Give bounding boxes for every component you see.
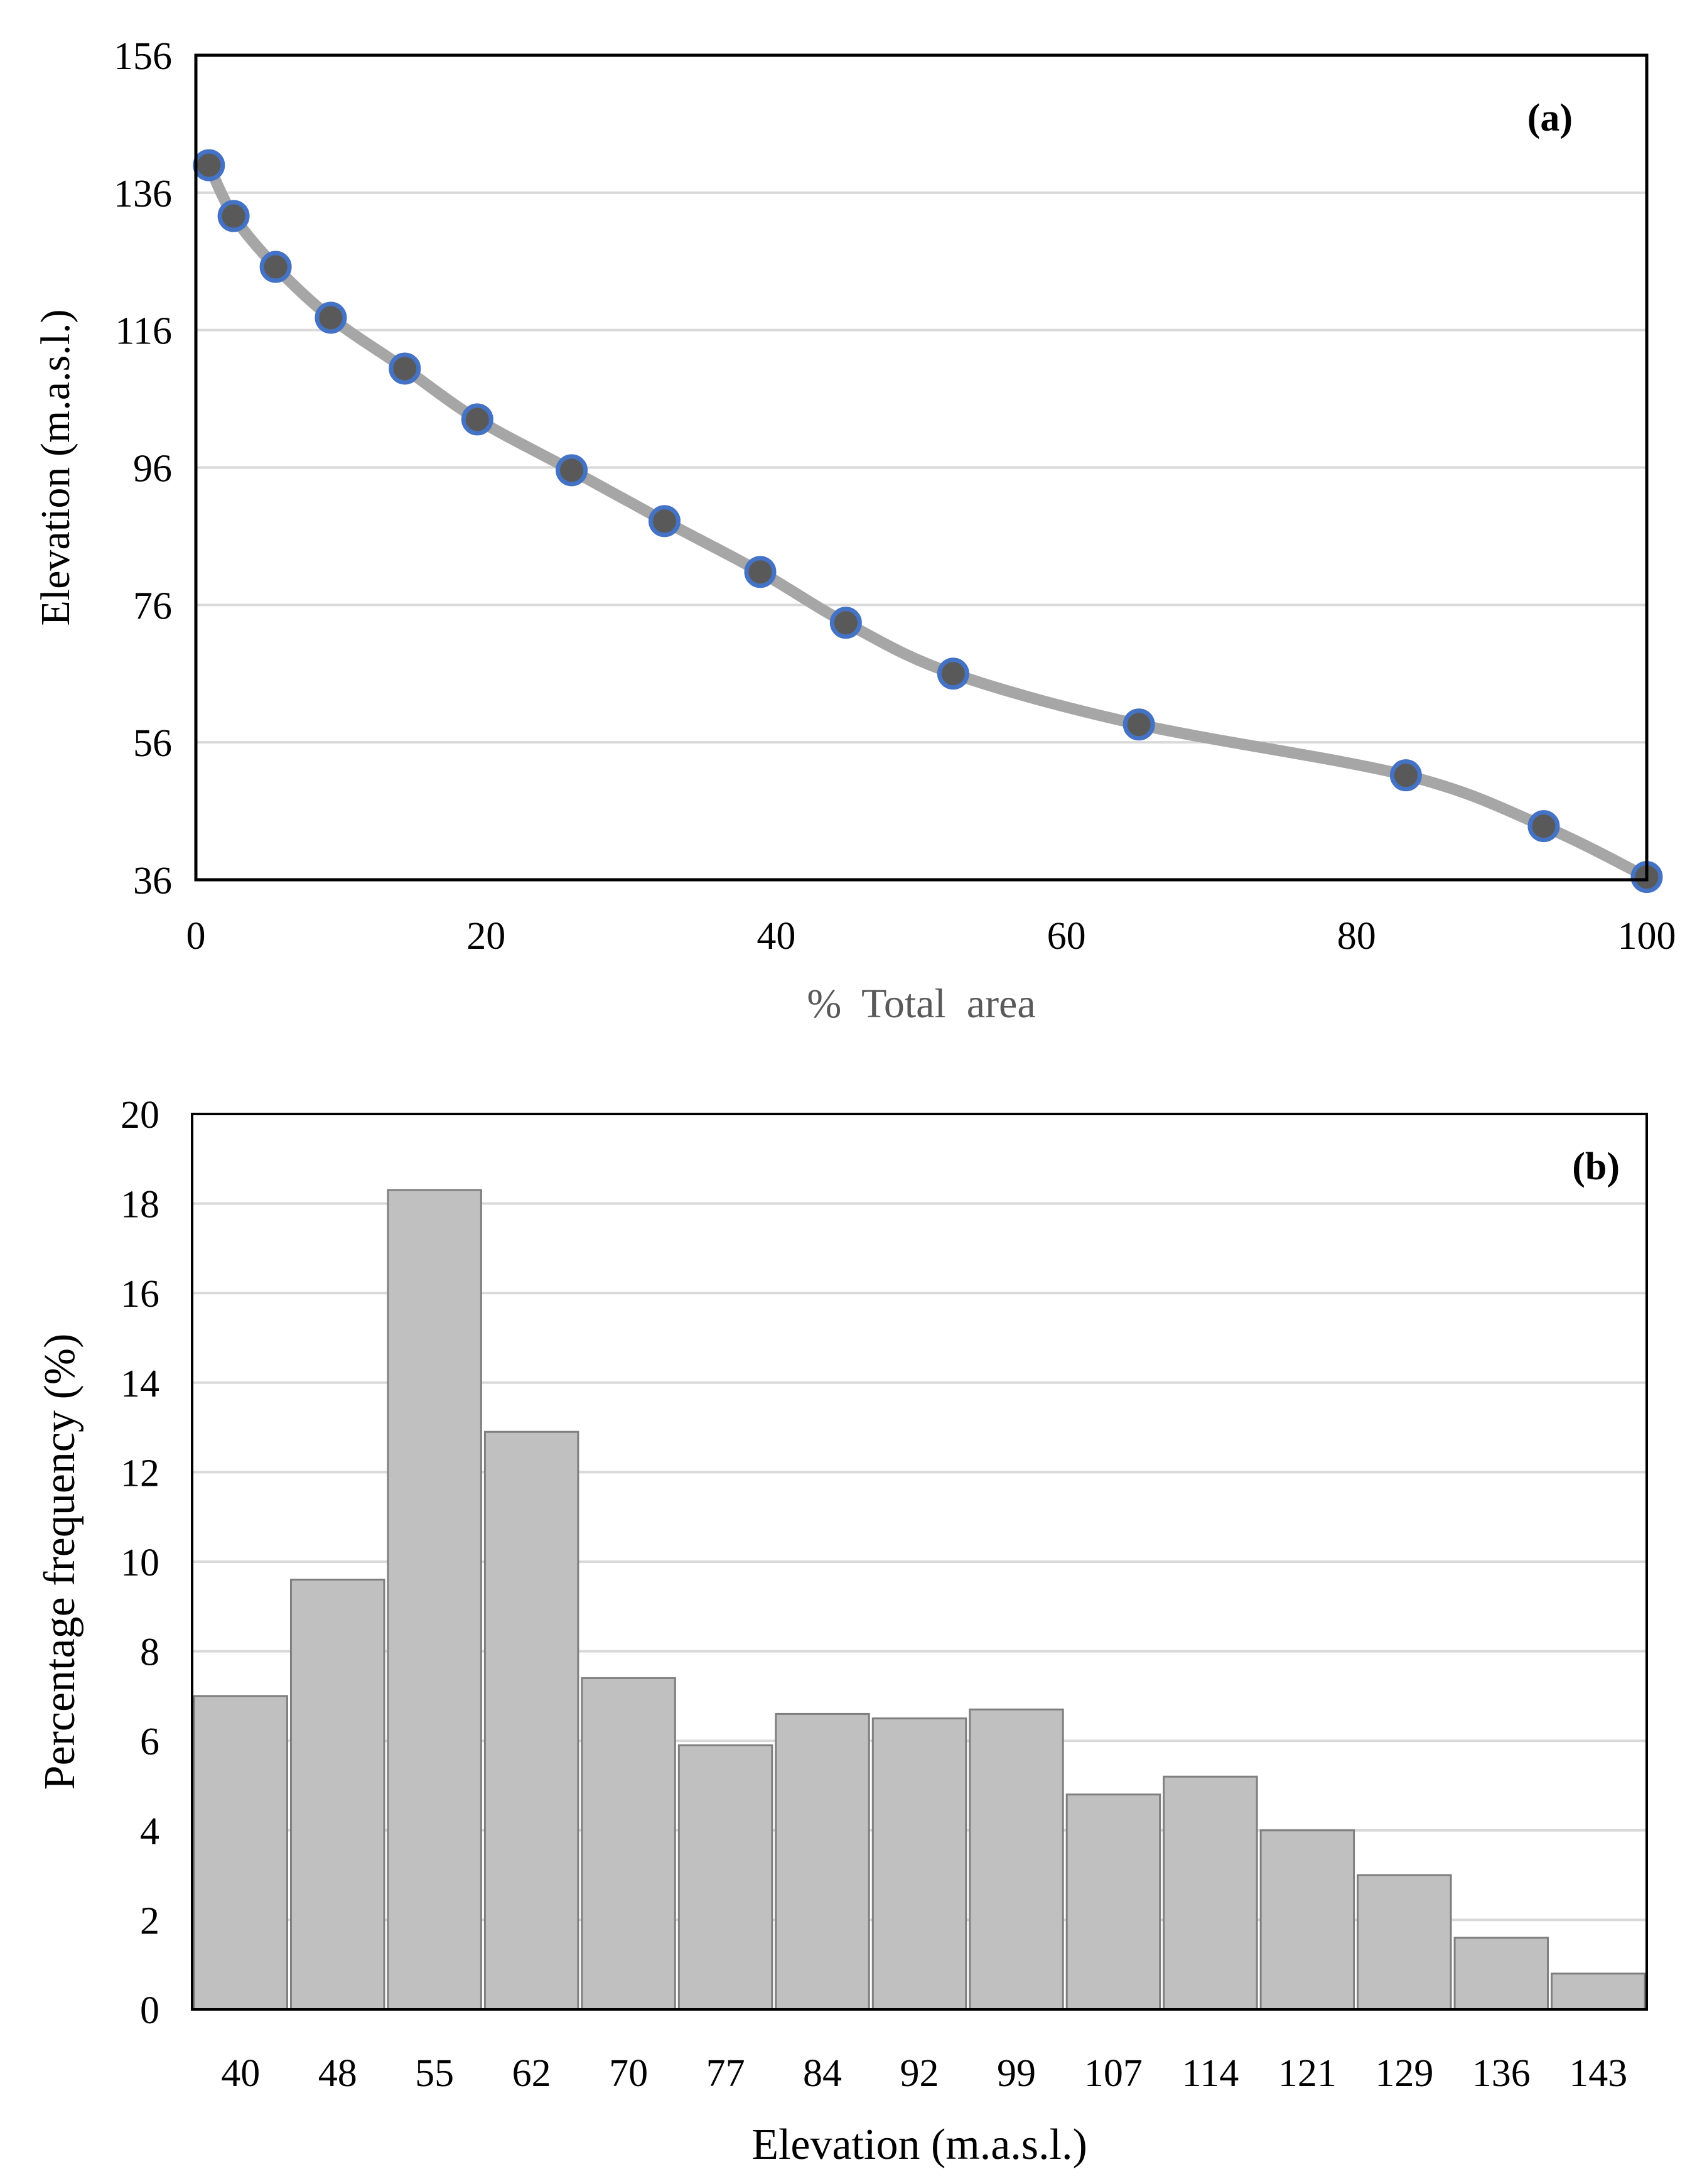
panel-b-bar: [483, 1430, 579, 2011]
panel-b-x-tick-label: 114: [1182, 2052, 1239, 2095]
panel-a-y-tick-label: 96: [133, 448, 172, 490]
panel-b-x-tick-label: 129: [1375, 2052, 1433, 2095]
panel-a-y-tick-label: 156: [114, 35, 172, 78]
panel-a-data-point: [461, 403, 493, 436]
panel-a-x-axis-label: % Total area: [807, 981, 1035, 1027]
panel-b-bar: [1551, 1972, 1646, 2011]
panel-a-x-tick-labels: 0 20 40 60 80 100: [186, 915, 1676, 958]
panel-b-y-tick-label: 18: [121, 1184, 159, 1226]
panel-a-data-point: [937, 657, 969, 690]
panel-b-x-tick-label: 84: [803, 2052, 842, 2095]
panel-a-y-axis-label: Elevation (m.a.s.l.): [33, 309, 78, 625]
panel-b-bar: [1453, 1937, 1549, 2011]
panel-a-line-chart: 36 56 76 96 116 136 156 0 20 40 60 80 100 (a) % Tot…: [33, 35, 1676, 1027]
panel-b-y-tick-label: 0: [140, 1989, 159, 2032]
panel-b-bars: [193, 1189, 1646, 2011]
panel-a-y-tick-labels: 36 56 76 96 116 136 156: [114, 35, 172, 902]
panel-a-y-tick-label: 56: [133, 722, 172, 765]
panel-a-data-point: [556, 454, 588, 487]
panel-a-data-point: [389, 352, 421, 385]
panel-b-bar: [969, 1708, 1064, 2011]
panel-a-x-tick-label: 20: [466, 915, 505, 958]
panel-a-data-point: [193, 149, 225, 181]
panel-b-y-tick-label: 14: [121, 1363, 159, 1405]
panel-a-data-point: [829, 607, 862, 639]
panel-a-y-tick-label: 116: [115, 310, 172, 353]
panel-a-plot-frame: [194, 53, 1649, 882]
panel-a-data-point: [1123, 708, 1155, 741]
panel-b-x-tick-label: 143: [1569, 2052, 1627, 2095]
panel-a-data-point: [1527, 810, 1560, 843]
panel-b-x-tick-label: 77: [706, 2052, 745, 2095]
panel-a-x-tick-label: 0: [186, 915, 206, 958]
panel-b-x-tick-label: 121: [1278, 2052, 1337, 2095]
panel-b-plot-frame: [191, 1113, 1648, 2011]
panel-b-bar: [1259, 1829, 1355, 2011]
panel-b-x-tick-label: 48: [318, 2052, 357, 2095]
panel-b-x-tick-label: 99: [997, 2052, 1036, 2095]
panel-b-bar-chart: 0 2 4 6 8 10 12 14 16 18 20 40 48 55 62 70 77 84 92 99 107 1…: [36, 1094, 1648, 2169]
panel-b-label: (b): [1572, 1145, 1620, 1188]
panel-a-data-point: [259, 251, 292, 283]
panel-a-data-point: [315, 301, 347, 334]
panel-b-y-tick-label: 20: [121, 1094, 159, 1137]
panel-a-data-point: [744, 556, 777, 588]
panel-b-x-tick-label: 40: [221, 2052, 260, 2095]
panel-a-label: (a): [1527, 97, 1573, 139]
panel-b-x-axis-label: Elevation (m.a.s.l.): [751, 2121, 1087, 2169]
panel-b-bar: [677, 1744, 773, 2011]
panel-b-bar: [775, 1712, 870, 2011]
panel-b-x-tick-label: 62: [512, 2052, 551, 2095]
panel-b-x-tick-label: 55: [415, 2052, 454, 2095]
panel-b-x-tick-label: 70: [609, 2052, 648, 2095]
panel-b-x-tick-label: 107: [1084, 2052, 1143, 2095]
panel-b-y-tick-label: 10: [121, 1542, 159, 1584]
panel-a-y-tick-label: 76: [133, 585, 172, 627]
panel-b-bar: [289, 1579, 385, 2011]
panel-b-y-tick-label: 16: [121, 1273, 159, 1316]
panel-a-x-tick-label: 60: [1047, 915, 1086, 958]
panel-a-series: [193, 149, 1663, 894]
panel-b-y-tick-label: 2: [140, 1900, 159, 1942]
panel-b-x-tick-label: 136: [1472, 2052, 1531, 2095]
panel-a-x-tick-label: 100: [1618, 915, 1676, 958]
panel-b-bar: [581, 1677, 676, 2011]
panel-b-x-tick-label: 92: [900, 2052, 939, 2095]
panel-b-bar: [1357, 1874, 1452, 2011]
panel-b-y-tick-label: 6: [140, 1721, 159, 1763]
panel-a-x-tick-label: 40: [757, 915, 795, 958]
panel-b-y-tick-labels: 0 2 4 6 8 10 12 14 16 18 20: [121, 1094, 159, 2032]
panel-b-y-tick-label: 12: [121, 1452, 159, 1495]
panel-b-bar: [1163, 1775, 1258, 2011]
panel-a-y-tick-label: 136: [114, 173, 172, 215]
panel-b-bar: [871, 1717, 967, 2011]
panel-b-bar: [1065, 1793, 1161, 2011]
panel-b-y-axis-label: Percentage frequency (%): [36, 1334, 84, 1790]
panel-a-gridlines: [196, 191, 1647, 744]
panel-b-bar: [193, 1695, 288, 2011]
panel-a-data-point: [1389, 759, 1422, 792]
panel-b-bar: [387, 1189, 482, 2011]
panel-b-y-tick-label: 4: [140, 1810, 159, 1853]
panel-a-x-tick-label: 80: [1337, 915, 1376, 958]
panel-a-data-point: [648, 505, 681, 538]
panel-b-x-tick-labels: 40 48 55 62 70 77 84 92 99 107 114 121 129 136 143: [221, 2052, 1627, 2095]
panel-a-series-line: [203, 159, 1652, 883]
panel-b-y-tick-label: 8: [140, 1631, 159, 1674]
panel-a-data-point: [217, 200, 250, 232]
panel-a-y-tick-label: 36: [133, 860, 172, 902]
